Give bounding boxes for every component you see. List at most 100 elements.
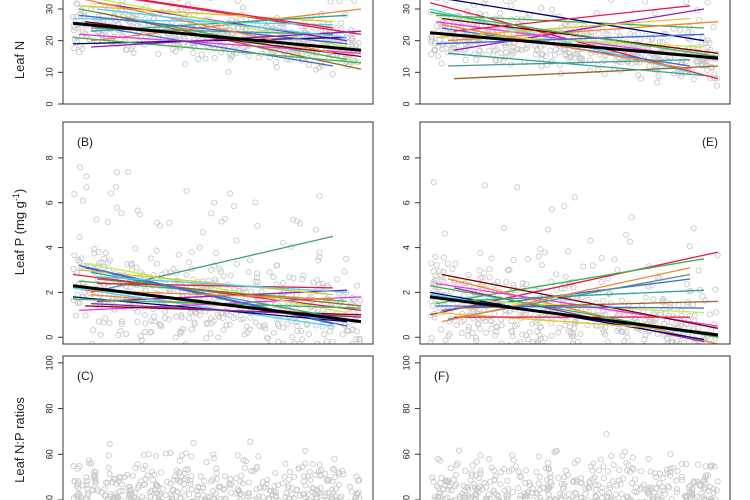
data-point <box>190 49 197 56</box>
data-point <box>208 320 215 327</box>
data-point <box>83 173 90 180</box>
data-point <box>572 51 579 58</box>
data-point <box>323 497 330 500</box>
data-point <box>210 455 217 462</box>
data-point <box>463 495 470 500</box>
group-fit-line <box>435 311 691 332</box>
data-point <box>436 267 443 275</box>
data-point <box>705 487 712 494</box>
data-point <box>648 282 655 289</box>
data-point <box>529 489 536 496</box>
data-point <box>711 71 718 78</box>
data-point <box>213 475 220 483</box>
data-point <box>335 481 342 488</box>
data-point <box>274 482 281 489</box>
data-point <box>477 452 484 459</box>
data-point <box>491 467 498 474</box>
data-point <box>614 327 621 334</box>
data-point <box>318 297 325 304</box>
panel-label: (F) <box>434 369 449 383</box>
data-point <box>247 257 254 264</box>
data-point <box>451 278 458 285</box>
data-point <box>686 243 693 250</box>
group-fit-line <box>447 289 705 303</box>
data-point <box>453 321 460 329</box>
data-point <box>316 254 323 261</box>
data-point <box>92 473 99 480</box>
data-point <box>166 219 173 226</box>
data-point <box>659 498 665 500</box>
data-point <box>270 274 277 281</box>
data-point <box>189 370 194 375</box>
data-point <box>182 450 190 457</box>
data-point <box>541 249 549 256</box>
data-point <box>309 461 316 468</box>
data-point <box>501 487 508 494</box>
data-point <box>132 245 139 252</box>
data-point <box>92 478 99 485</box>
data-point <box>708 498 715 500</box>
data-point <box>319 280 326 287</box>
data-point <box>570 497 577 500</box>
data-point <box>433 262 440 269</box>
data-point <box>147 493 154 500</box>
data-point <box>698 346 703 351</box>
data-point <box>353 336 360 343</box>
data-point <box>314 257 322 264</box>
data-point <box>137 332 144 339</box>
data-point <box>640 348 645 353</box>
data-point <box>641 336 648 343</box>
data-point <box>642 332 649 339</box>
data-point <box>674 468 681 475</box>
data-point <box>200 484 207 491</box>
data-point <box>312 322 319 329</box>
data-point <box>98 259 105 266</box>
data-point <box>187 477 194 484</box>
data-point <box>547 479 554 486</box>
data-point <box>659 475 666 482</box>
data-point <box>556 348 561 353</box>
data-point <box>572 489 579 496</box>
data-point <box>662 298 669 305</box>
data-point <box>272 21 279 29</box>
data-point <box>580 263 587 270</box>
data-point <box>539 51 546 59</box>
data-point <box>562 273 569 280</box>
data-point <box>538 63 545 70</box>
data-point <box>321 331 328 338</box>
y-axis-label-nitrogen: Leaf N <box>12 41 27 79</box>
data-point <box>76 463 83 470</box>
data-point <box>237 316 244 323</box>
data-point <box>294 218 301 225</box>
data-point <box>168 495 175 500</box>
data-point <box>600 463 607 470</box>
data-point <box>485 47 493 54</box>
data-point <box>453 462 460 469</box>
data-point <box>488 325 495 332</box>
data-point <box>582 490 589 497</box>
data-point <box>336 0 343 4</box>
data-point <box>132 497 139 500</box>
data-point <box>509 333 516 340</box>
data-point <box>674 485 681 492</box>
data-point <box>601 71 608 78</box>
data-point <box>510 457 517 464</box>
data-point <box>482 0 489 3</box>
data-point <box>703 472 710 479</box>
data-point <box>434 302 441 309</box>
data-point <box>451 483 458 490</box>
data-point <box>333 498 339 500</box>
data-point <box>582 485 589 492</box>
data-point <box>286 274 293 281</box>
data-point <box>156 498 162 500</box>
data-point <box>77 299 84 306</box>
data-point <box>461 47 468 54</box>
data-point <box>182 470 189 477</box>
data-point <box>640 363 645 368</box>
data-point <box>473 487 480 494</box>
data-point <box>536 486 543 493</box>
data-point <box>298 327 305 335</box>
group-fit-line <box>96 278 362 307</box>
data-point <box>322 493 329 500</box>
data-point <box>94 486 101 493</box>
